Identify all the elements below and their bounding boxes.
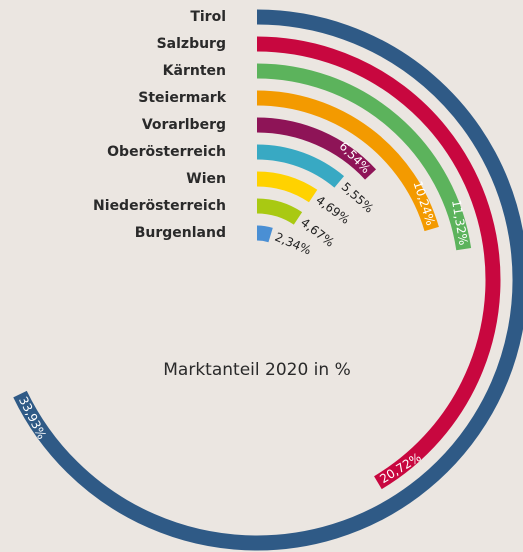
arc-bar <box>256 198 303 225</box>
category-label: Wien <box>186 171 226 187</box>
arc-bar <box>256 225 273 243</box>
arc-bar <box>256 144 345 188</box>
arc-bar <box>256 36 501 490</box>
category-label: Burgenland <box>135 225 226 241</box>
arc-bar <box>256 90 439 232</box>
chart-title: Marktanteil 2020 in % <box>163 360 350 380</box>
category-label: Vorarlberg <box>142 117 226 133</box>
category-label: Oberösterreich <box>107 144 226 160</box>
category-label: Kärnten <box>163 63 226 79</box>
arc-bar <box>256 171 318 203</box>
category-label: Niederösterreich <box>93 198 226 214</box>
arc-bar <box>256 117 377 180</box>
arc-bar <box>13 9 523 551</box>
category-label: Steiermark <box>138 90 226 106</box>
arc-bar <box>256 63 472 251</box>
category-label: Salzburg <box>157 36 226 52</box>
category-label: Tirol <box>190 9 226 25</box>
